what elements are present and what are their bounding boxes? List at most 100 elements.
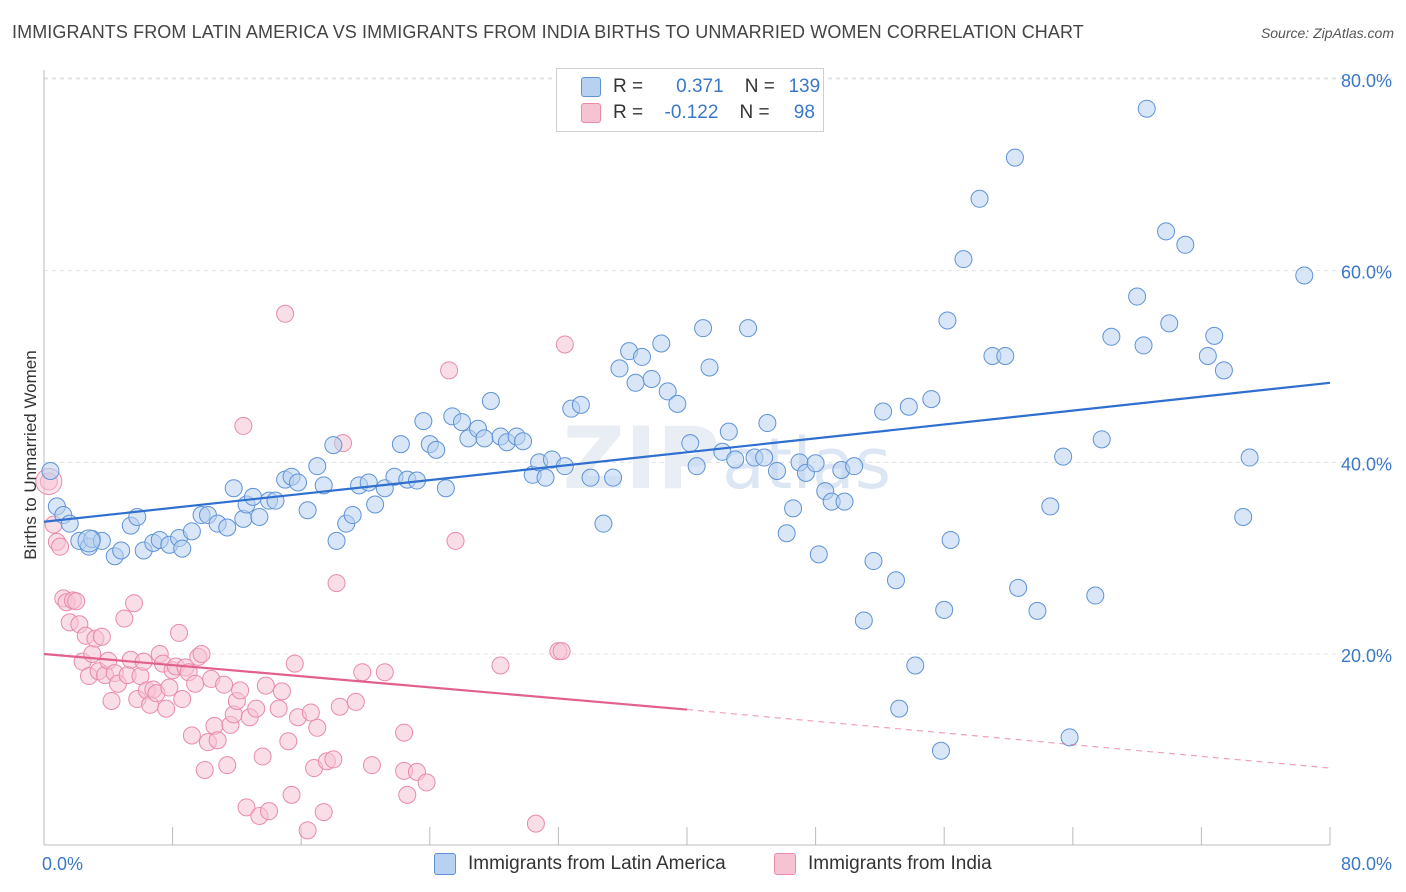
data-point-latin-america [391,435,410,454]
data-point-india [247,699,266,718]
data-point-latin-america [806,454,825,473]
legend-n-label: N = [744,76,775,97]
data-point-latin-america [112,541,131,560]
data-point-latin-america [298,501,317,520]
trend-line-india [43,652,688,711]
y-axis-label-box: Births to Unmarried Women [19,330,43,580]
trend-line-latin-america [43,381,1331,523]
data-point-latin-america [536,468,555,487]
data-point-india [555,335,574,354]
data-point-india [237,798,256,817]
legend-n-label: N = [739,102,770,123]
legend-r-label: R = [613,76,644,97]
data-point-latin-america [610,359,629,378]
data-point-india [170,623,189,642]
bottom-legend-india: Immigrants from India [774,852,992,876]
data-point-latin-america [343,506,362,525]
data-point-latin-america [452,413,471,432]
latin-america-points [41,99,1314,760]
data-point-india [552,642,571,661]
data-point-latin-america [571,395,590,414]
data-point-latin-america [1160,314,1179,333]
data-point-latin-america [755,448,774,467]
data-point-latin-america [758,414,777,433]
bottom-legend-label: Immigrants from Latin America [468,853,726,874]
data-point-india [276,304,295,323]
data-point-india [173,690,192,709]
data-point-india [260,802,279,821]
x-tick-label: 0.0% [42,854,83,874]
y-tick-label: 40.0% [1341,454,1392,474]
data-point-latin-america [41,461,60,480]
data-point-latin-america [835,492,854,511]
data-point-latin-america [314,476,333,495]
data-point-latin-america [1157,222,1176,241]
bottom-legend-latin-america: Immigrants from Latin America [434,852,726,876]
data-point-india [301,703,320,722]
blue-swatch-icon [434,853,456,875]
data-point-india [398,785,417,804]
data-point-india [375,663,394,682]
data-point-latin-america [218,518,237,537]
data-point-latin-america [809,545,828,564]
legend-r-value: -0.122 [664,102,719,123]
data-point-india [272,682,291,701]
data-point-latin-america [694,319,713,338]
data-point-india [160,678,179,697]
data-point-latin-america [899,397,918,416]
data-point-india [440,361,459,380]
data-point-india [186,674,205,693]
data-point-latin-america [1295,266,1314,285]
trend-lines [43,381,1331,769]
data-point-latin-america [481,392,500,410]
data-point-latin-america [1234,507,1253,526]
data-point-india [208,731,227,750]
data-point-latin-america [890,699,909,718]
y-tick-label: 20.0% [1341,646,1392,666]
data-point-latin-america [224,479,243,498]
data-point-latin-america [1128,287,1147,306]
data-point-india [256,676,275,695]
data-point-india [330,697,349,716]
data-point-latin-america [864,552,883,571]
data-point-latin-america [1028,601,1047,620]
data-point-latin-america [931,741,950,760]
data-point-latin-america [938,311,957,330]
data-point-latin-america [1137,99,1156,118]
blue-swatch-icon [581,77,601,97]
data-point-latin-america [1214,361,1233,380]
data-point-latin-america [642,369,661,388]
data-point-latin-america [266,491,285,510]
y-tick-label: 60.0% [1341,263,1392,283]
data-point-india [182,726,201,745]
data-point-latin-america [414,412,433,431]
legend-n-value: 139 [788,76,821,97]
data-point-india [269,699,288,718]
data-point-latin-america [845,457,864,476]
data-point-latin-america [726,450,745,469]
data-point-india [157,699,176,718]
data-point-latin-america [243,487,262,506]
data-point-latin-america [581,468,600,487]
data-point-latin-america [1134,336,1153,355]
data-point-latin-america [1054,447,1073,466]
data-point-latin-america [922,390,941,409]
data-point-india [417,773,436,792]
data-point-india [285,654,304,673]
data-point-latin-america [1005,148,1024,167]
y-axis-label: Births to Unmarried Women [21,350,40,560]
data-point-india [282,785,301,804]
data-point-latin-america [886,571,905,590]
data-point-india [215,675,234,694]
legend-r-label: R = [613,102,644,123]
data-point-latin-america [250,507,269,526]
data-point-india [491,656,510,675]
data-point-latin-america [77,529,101,553]
data-point-india [314,803,333,822]
data-point-india [353,663,372,682]
data-point-latin-america [366,495,385,514]
data-point-latin-america [427,440,446,459]
stats-legend: R = 0.371 N = 139 R = -0.122 N = 98 [556,68,824,132]
india-points [35,304,574,840]
data-point-latin-america [652,334,671,353]
